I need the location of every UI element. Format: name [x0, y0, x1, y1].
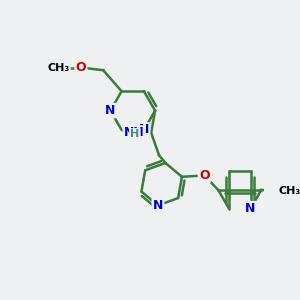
Text: CH₃: CH₃	[279, 186, 300, 196]
Text: CH₃: CH₃	[47, 63, 70, 73]
Text: N: N	[153, 199, 163, 212]
Text: N: N	[139, 123, 149, 136]
Text: N: N	[245, 202, 256, 215]
Text: O: O	[76, 61, 86, 74]
Text: NH: NH	[124, 126, 145, 140]
Text: methoxy: methoxy	[60, 66, 66, 68]
Text: H: H	[130, 129, 140, 139]
Text: N: N	[105, 104, 116, 117]
Text: O: O	[199, 169, 210, 182]
